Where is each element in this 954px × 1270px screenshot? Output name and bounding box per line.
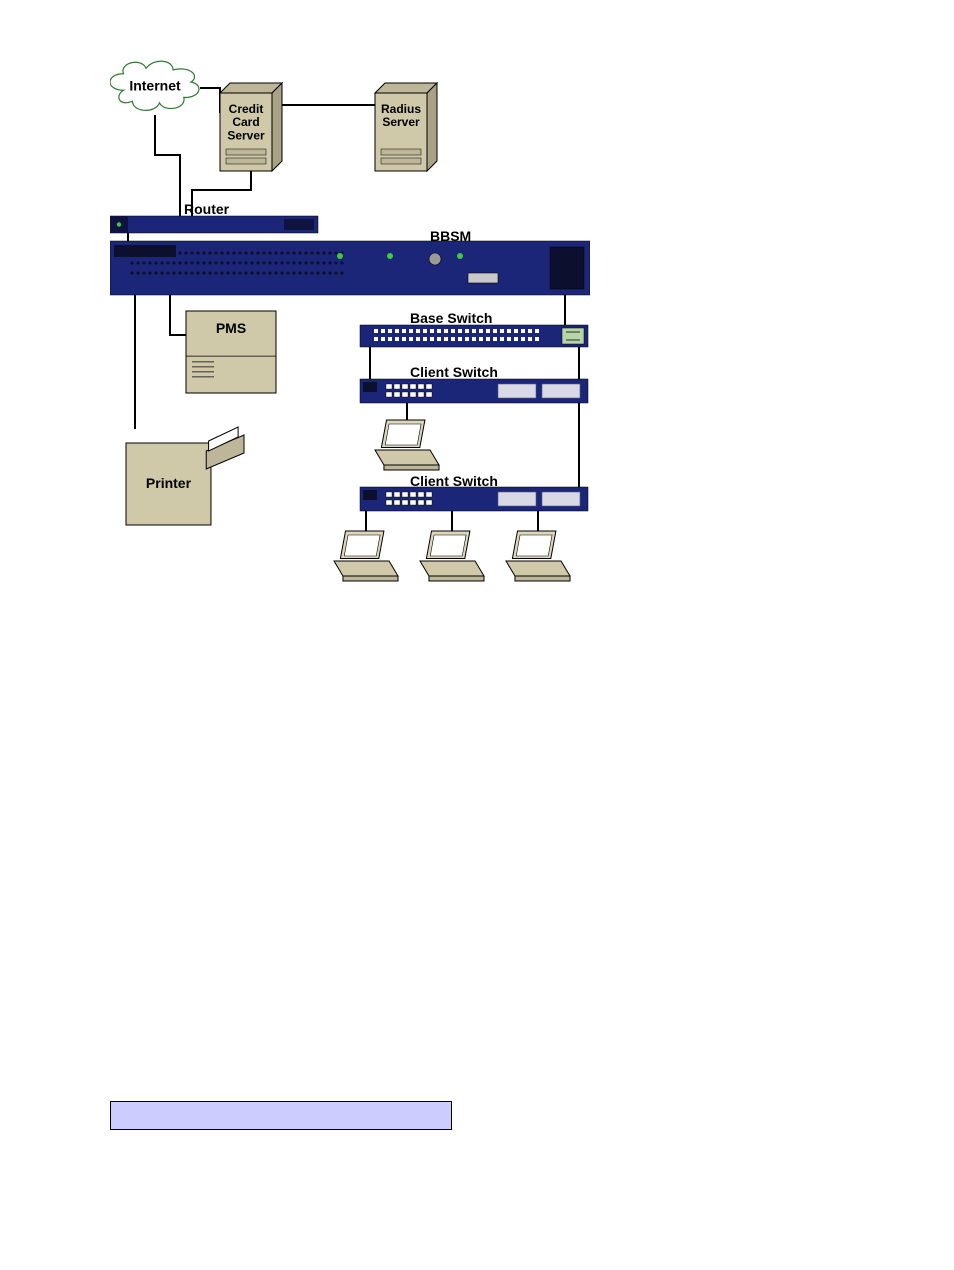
svg-text:RadiusServer: RadiusServer (381, 102, 421, 129)
network-diagram: Internet CreditCardServer RadiusServer Rout… (110, 55, 590, 600)
svg-text:Router: Router (184, 201, 230, 217)
svg-text:Internet: Internet (129, 77, 181, 93)
svg-text:CreditCardServer: CreditCardServer (227, 102, 265, 142)
svg-text:PMS: PMS (216, 320, 246, 336)
svg-text:Printer: Printer (146, 475, 192, 491)
footer-highlight-bar (110, 1101, 452, 1130)
svg-text:Client Switch: Client Switch (410, 473, 498, 489)
svg-text:Client Switch: Client Switch (410, 364, 498, 380)
diagram-svg: Internet CreditCardServer RadiusServer Rout… (110, 55, 590, 600)
svg-text:Base Switch: Base Switch (410, 310, 492, 326)
